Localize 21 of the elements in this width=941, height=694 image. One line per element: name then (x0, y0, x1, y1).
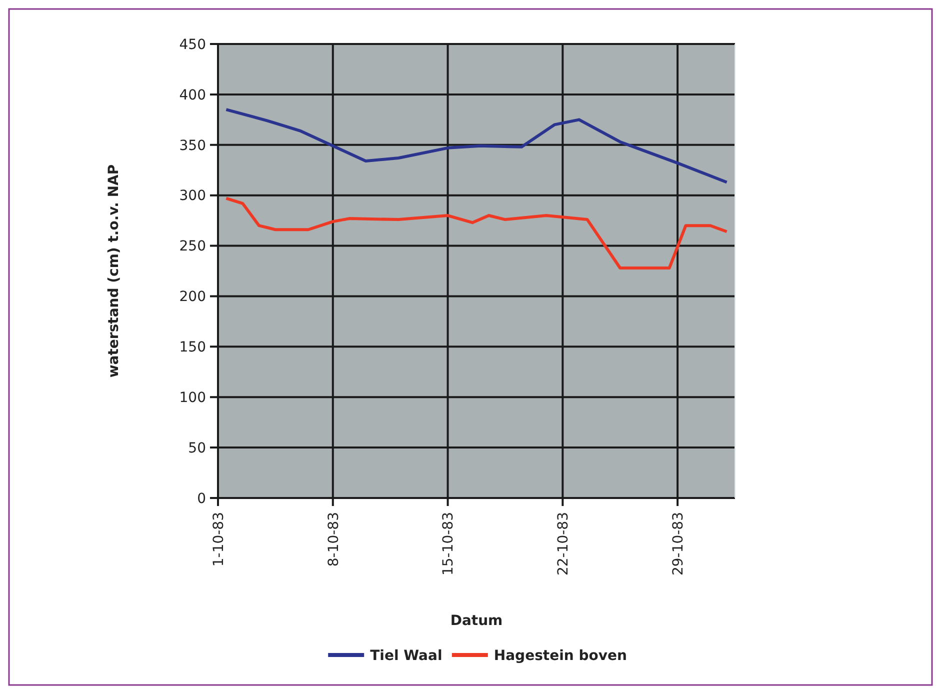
x-tick-label: 8-10-83 (326, 512, 342, 567)
line-series (224, 196, 728, 270)
y-tick-label: 100 (179, 390, 206, 406)
y-tick-label: 250 (179, 238, 206, 255)
y-tick-label: 200 (179, 289, 206, 306)
y-tick-label: 300 (179, 188, 206, 204)
legend-label: Hagestein boven (494, 648, 627, 664)
y-tick-label: 150 (179, 340, 206, 356)
y-tick-label: 400 (179, 87, 206, 104)
x-tick-label: 22-10-83 (556, 512, 572, 576)
y-tick-label: 50 (188, 440, 206, 456)
x-axis-title: Datum (450, 613, 503, 629)
line-series (224, 108, 728, 184)
x-tick-label: 15-10-83 (440, 512, 457, 576)
y-axis-title: waterstand (cm) t.o.v. NAP (106, 164, 122, 378)
y-tick-label: 450 (179, 36, 206, 53)
x-tick-label: 1-10-83 (210, 512, 227, 567)
x-tick-label: 29-10-83 (670, 512, 686, 576)
y-tick-label: 350 (179, 138, 206, 154)
y-tick-label: 0 (197, 490, 206, 507)
legend-label: Tiel Waal (370, 648, 442, 664)
